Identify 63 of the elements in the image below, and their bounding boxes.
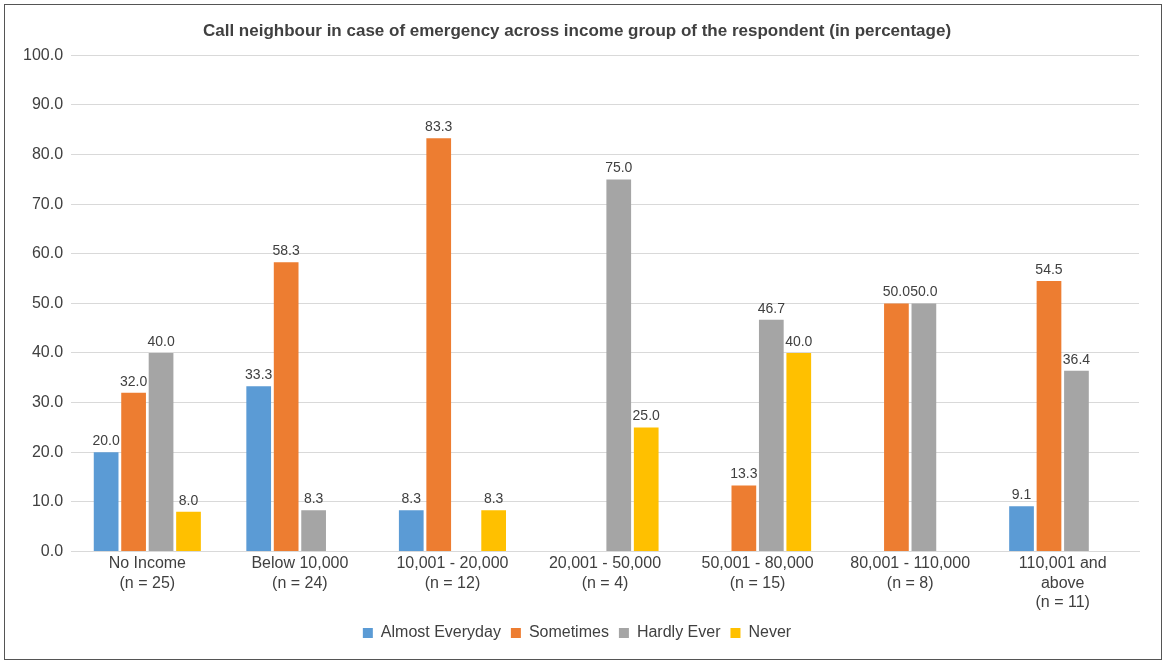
legend-label: Hardly Ever bbox=[636, 623, 722, 641]
y-tick-label: 10.0 bbox=[31, 492, 64, 510]
data-label: 8.3 bbox=[303, 490, 324, 507]
data-label: 13.3 bbox=[730, 465, 758, 482]
bar bbox=[273, 262, 299, 551]
data-label: 20.0 bbox=[92, 432, 120, 449]
chart-title: Call neighbour in case of emergency across income group of the respondent (in percentage) bbox=[202, 20, 952, 40]
y-tick-label: 20.0 bbox=[31, 442, 64, 460]
x-tick-label: No Income (n = 25) bbox=[108, 554, 187, 591]
bar bbox=[884, 303, 909, 551]
data-label: 54.5 bbox=[1035, 260, 1063, 277]
data-label: 33.3 bbox=[245, 366, 273, 383]
bar bbox=[148, 353, 174, 551]
x-tick-label: 110,001 and above (n = 11) bbox=[1018, 554, 1107, 610]
legend-label: Almost Everyday bbox=[380, 623, 501, 641]
x-tick-label: 20,001 - 50,000 (n = 4) bbox=[548, 554, 662, 591]
bar bbox=[1064, 370, 1089, 551]
bar bbox=[176, 511, 201, 551]
data-label: 50.0 bbox=[882, 283, 911, 300]
bar bbox=[606, 179, 632, 551]
data-label: 40.0 bbox=[147, 332, 175, 349]
data-label: 8.3 bbox=[483, 490, 504, 507]
bar bbox=[481, 510, 506, 551]
y-tick-label: 100.0 bbox=[22, 45, 64, 63]
data-label: 8.0 bbox=[178, 491, 199, 508]
data-label: 25.0 bbox=[632, 407, 661, 424]
data-label: 8.3 bbox=[401, 490, 422, 507]
bar bbox=[786, 353, 812, 551]
data-label: 46.7 bbox=[757, 299, 786, 316]
x-tick-label: 50,001 - 80,000 (n = 15) bbox=[701, 554, 814, 591]
bar bbox=[398, 510, 424, 551]
bar bbox=[246, 386, 272, 551]
bar bbox=[758, 319, 784, 551]
bar bbox=[1036, 281, 1062, 551]
data-label: 36.4 bbox=[1062, 350, 1091, 367]
data-label: 9.1 bbox=[1011, 486, 1032, 503]
data-label: 83.3 bbox=[425, 118, 453, 135]
data-label: 40.0 bbox=[785, 332, 813, 349]
bar bbox=[301, 510, 326, 551]
y-tick-label: 70.0 bbox=[31, 194, 64, 212]
bar bbox=[426, 138, 452, 551]
y-tick-label: 90.0 bbox=[31, 95, 64, 113]
x-tick-label: Below 10,000 (n = 24) bbox=[251, 554, 349, 591]
bar bbox=[121, 392, 146, 551]
y-tick-label: 30.0 bbox=[31, 393, 64, 411]
bar bbox=[1009, 506, 1034, 551]
data-label: 32.0 bbox=[119, 372, 148, 389]
y-tick-label: 50.0 bbox=[31, 293, 64, 311]
x-tick-label: 10,001 - 20,000 (n = 12) bbox=[396, 554, 509, 591]
bar bbox=[911, 303, 937, 551]
data-label: 58.3 bbox=[272, 242, 300, 259]
data-label: 50.0 bbox=[910, 283, 938, 300]
y-tick-label: 60.0 bbox=[31, 244, 64, 262]
bar bbox=[93, 452, 119, 551]
bar bbox=[633, 427, 659, 551]
y-tick-label: 0.0 bbox=[40, 541, 64, 559]
y-tick-label: 80.0 bbox=[31, 145, 64, 163]
x-tick-label: 80,001 - 110,000 (n = 8) bbox=[850, 554, 971, 591]
data-label: 75.0 bbox=[605, 159, 633, 176]
legend-label: Sometimes bbox=[528, 623, 609, 641]
y-tick-label: 40.0 bbox=[31, 343, 64, 361]
bar bbox=[731, 485, 757, 551]
legend-label: Never bbox=[748, 623, 792, 641]
